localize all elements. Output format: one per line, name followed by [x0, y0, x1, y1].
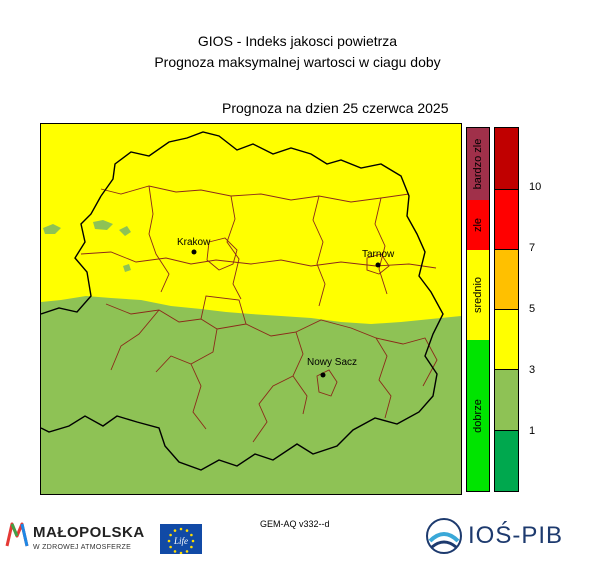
scale-tick: 1: [529, 425, 536, 437]
voivodeship-border: [41, 131, 444, 471]
green-blob-west: [43, 224, 61, 234]
malopolska-name: MAŁOPOLSKA: [33, 524, 145, 541]
forecast-map: Krakow Tarnow Nowy Sacz: [40, 123, 462, 495]
scale-tick: 10: [529, 181, 542, 193]
green-blob-small: [123, 264, 131, 272]
category-label: bardzo zle: [472, 138, 484, 190]
district-border: [374, 197, 388, 295]
map-canvas: Krakow Tarnow Nowy Sacz: [41, 124, 461, 494]
model-version: GEM-AQ v332--d: [260, 519, 330, 529]
city-label: Tarnow: [362, 249, 395, 260]
level-very-bad: [495, 128, 518, 190]
level-good: [495, 370, 518, 431]
green-zone: [41, 296, 461, 494]
level-very-good: [495, 431, 518, 491]
level-moderate: [495, 310, 518, 370]
district-border: [105, 303, 218, 373]
scale-tick: 7: [529, 242, 536, 254]
institute-name: IOŚ-PIB: [468, 522, 564, 549]
voivodeship-border: [41, 195, 102, 315]
malopolska-tagline: W ZDROWEJ ATMOSFERZE: [33, 544, 132, 551]
district-border: [148, 185, 170, 293]
green-blob-northwest: [93, 220, 113, 230]
forecast-date: Prognoza na dzien 25 czerwca 2025: [222, 100, 449, 116]
district-border: [366, 253, 390, 275]
category-zle: zle: [467, 200, 489, 250]
category-label: zle: [472, 217, 484, 233]
city-krakow: Krakow: [177, 237, 211, 255]
city-label: Krakow: [177, 237, 211, 248]
scale-tick: 3: [529, 364, 536, 376]
district-border: [295, 319, 392, 419]
map-title: GIOS - Indeks jakosci powietrza: [197, 33, 398, 49]
scale-tick: 5: [529, 303, 536, 315]
index-scale: [494, 127, 519, 492]
level-bad: [495, 190, 518, 250]
category-dobrze: dobrze: [467, 340, 489, 491]
district-border: [190, 363, 207, 430]
level-sufficient: [495, 250, 518, 310]
iosp-logo-icon: [426, 518, 462, 554]
district-border: [226, 195, 242, 300]
malopolska-logo-icon: [5, 522, 29, 547]
city-marker: [375, 262, 381, 268]
eu-life-text: Life: [173, 536, 188, 546]
district-border: [312, 195, 326, 307]
category-bardzo-zle: bardzo zle: [467, 128, 489, 200]
district-border: [316, 369, 338, 397]
city-nowy-sacz: Nowy Sacz: [307, 357, 357, 378]
category-label: srednio: [472, 276, 484, 314]
district-border: [100, 185, 410, 203]
green-blob-center: [119, 226, 131, 236]
district-border: [200, 295, 247, 325]
eu-life-logo: Life: [160, 524, 202, 555]
city-marker: [191, 249, 197, 255]
city-tarnow: Tarnow: [362, 249, 395, 268]
district-border: [216, 323, 308, 415]
category-legend: bardzo zle zle srednio dobrze: [466, 127, 490, 492]
district-border: [110, 309, 160, 371]
district-border: [206, 237, 238, 271]
district-border: [375, 337, 438, 387]
eu-stars-icon: Life: [167, 527, 195, 555]
city-label: Nowy Sacz: [307, 357, 357, 368]
category-label: dobrze: [472, 398, 484, 433]
city-marker: [320, 372, 326, 378]
district-border: [252, 375, 294, 443]
map-subtitle: Prognoza maksymalnej wartosci w ciagu do…: [154, 54, 441, 70]
district-borders: [80, 185, 438, 443]
category-srednio: srednio: [467, 250, 489, 340]
